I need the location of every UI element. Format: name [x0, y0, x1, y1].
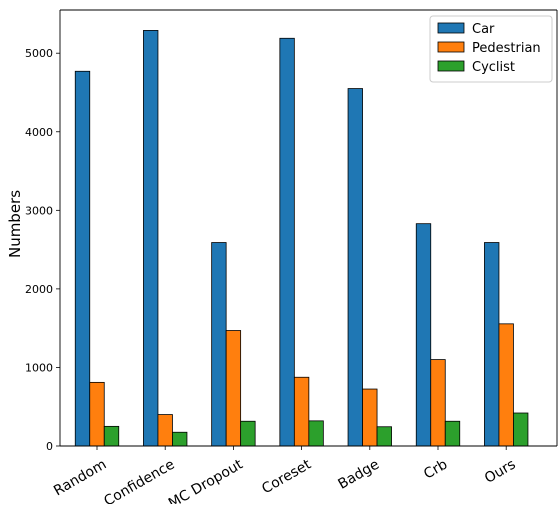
- legend-label: Car: [472, 22, 495, 37]
- bar-pedestrian-confidence: [157, 414, 173, 447]
- bar-car-ours: [484, 242, 500, 447]
- bar-pedestrian-mc-dropout: [225, 330, 242, 447]
- y-axis-label: Numbers: [6, 190, 24, 258]
- bar-car-badge: [347, 88, 363, 447]
- legend-swatch: [437, 60, 465, 72]
- bar-pedestrian-ours: [498, 323, 514, 447]
- bar-car-mc-dropout: [211, 242, 227, 447]
- bar-cyclist-mc-dropout: [240, 420, 256, 447]
- bar-pedestrian-coreset: [293, 376, 310, 447]
- legend-label: Cyclist: [472, 60, 515, 75]
- bar-car-coreset: [279, 37, 295, 447]
- x-tick-label: MC Dropout: [166, 456, 246, 504]
- x-tick-label: Random: [51, 457, 109, 500]
- bar-car-confidence: [143, 30, 159, 447]
- bar-cyclist-crb: [444, 420, 461, 447]
- bar-pedestrian-crb: [430, 359, 446, 447]
- bar-pedestrian-random: [89, 381, 105, 447]
- y-tick-label: 3000: [25, 204, 53, 217]
- bar-cyclist-ours: [513, 412, 529, 447]
- legend-swatch: [437, 41, 465, 53]
- x-tick-label: Badge: [335, 457, 382, 493]
- bar-cyclist-badge: [376, 426, 392, 447]
- bars-layer: [74, 30, 529, 447]
- y-tick-label: 4000: [25, 126, 53, 139]
- bar-pedestrian-badge: [362, 388, 378, 447]
- bar-cyclist-random: [103, 425, 120, 447]
- x-tick-label: Crb: [421, 456, 450, 482]
- bar-cyclist-coreset: [308, 420, 324, 447]
- legend-swatch: [437, 22, 465, 34]
- y-tick-label: 5000: [25, 47, 53, 60]
- y-tick-label: 2000: [25, 283, 53, 296]
- bar-cyclist-confidence: [172, 431, 188, 447]
- y-tick-label: 1000: [25, 361, 53, 374]
- bar-car-crb: [415, 223, 432, 447]
- bar-car-random: [74, 70, 91, 447]
- legend-label: Pedestrian: [472, 41, 541, 56]
- y-tick-label: 0: [46, 440, 53, 453]
- legend: Car Pedestrian Cyclist: [429, 15, 553, 83]
- x-tick-label: Ours: [482, 457, 519, 487]
- x-tick-label: Coreset: [259, 456, 314, 497]
